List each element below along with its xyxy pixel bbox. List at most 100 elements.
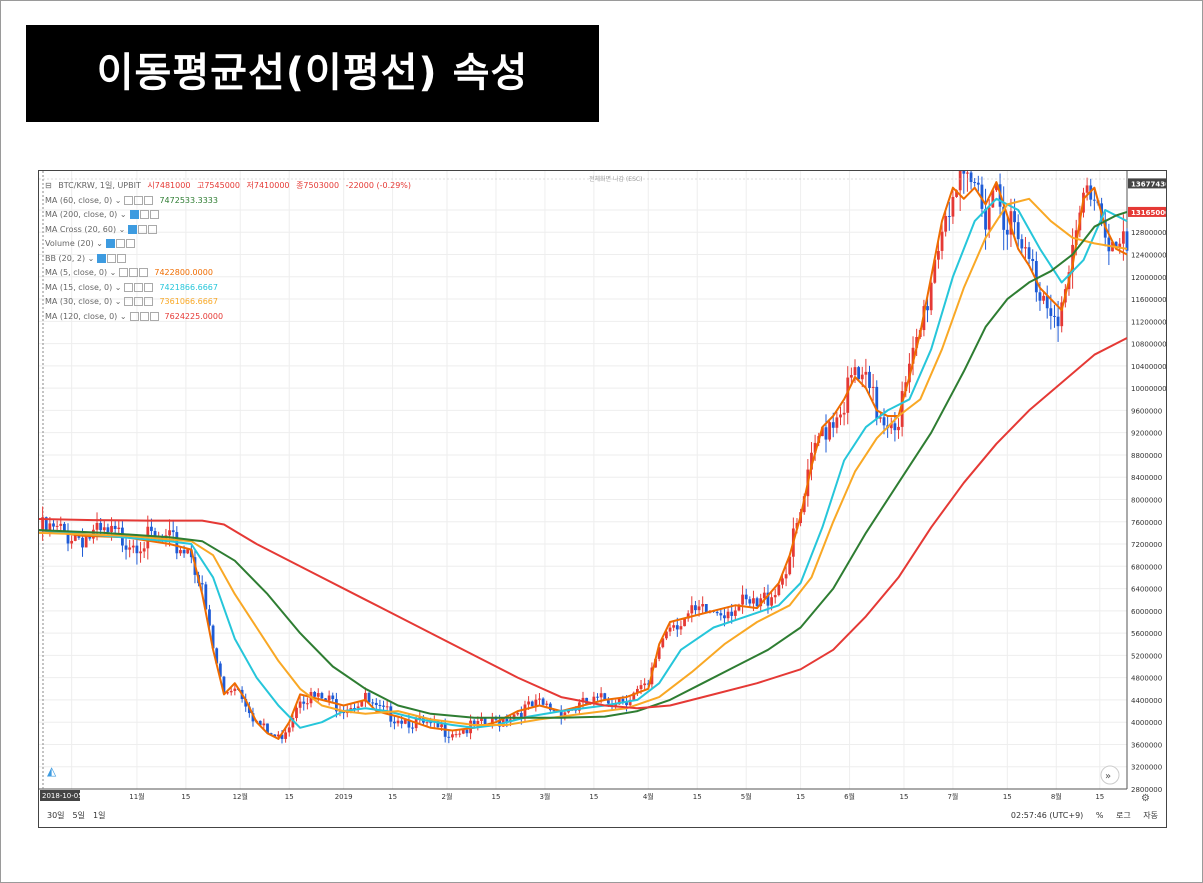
title-banner: 이동평균선(이평선) 속성 — [26, 25, 599, 122]
x-tick-label: 15 — [181, 793, 190, 801]
candle-body — [247, 706, 251, 714]
candle-body — [1031, 258, 1035, 262]
candle-body — [860, 374, 864, 380]
candle-body — [871, 386, 875, 388]
chart-canvas[interactable]: 2800000 3200000 3600000 4000000 4400000 48000… — [39, 171, 1166, 804]
legend-row[interactable]: MA (15, close, 0) ⌄ 7421866.6667 — [45, 281, 415, 296]
gear-icon[interactable] — [107, 253, 117, 263]
candle-body — [683, 618, 686, 627]
close-icon[interactable] — [149, 311, 159, 321]
collapse-icon[interactable]: ⊟ — [45, 181, 52, 190]
candle-body — [831, 422, 835, 428]
candle-body — [868, 371, 871, 388]
eye-icon[interactable] — [128, 224, 138, 234]
candle-body — [313, 691, 317, 697]
eye-icon[interactable] — [129, 210, 139, 219]
gear-icon[interactable] — [139, 210, 149, 219]
ohlc-open: 시7481000 — [147, 181, 191, 190]
candle-body — [900, 391, 904, 427]
eye-icon[interactable] — [124, 195, 134, 205]
candle-body — [813, 442, 817, 453]
y-tick-label: 3200000 — [1131, 764, 1162, 772]
candle-body — [523, 704, 527, 719]
close-icon[interactable] — [149, 210, 159, 219]
symbol-label[interactable]: BTC/KRW, 1일, UPBIT — [58, 181, 141, 190]
gear-icon[interactable] — [134, 282, 144, 292]
price-tag-bg — [1128, 206, 1166, 217]
legend-row[interactable]: MA (200, close, 0) ⌄ — [45, 208, 415, 223]
candle-body — [269, 733, 273, 735]
y-tick-label: 2800000 — [1131, 786, 1162, 794]
legend-row[interactable]: BB (20, 2) ⌄ — [45, 252, 415, 267]
eye-icon[interactable] — [129, 311, 139, 321]
candle-body — [295, 707, 298, 719]
legend-label: BB (20, 2) ⌄ — [45, 253, 95, 263]
y-tick-label: 12400000 — [1131, 252, 1166, 260]
y-tick-label: 11600000 — [1131, 296, 1166, 304]
series-line-ma-120-close-0- — [39, 337, 1128, 710]
eye-icon[interactable] — [124, 297, 134, 306]
date-badge-bg — [40, 790, 80, 801]
candle-body — [298, 701, 302, 708]
range-button[interactable]: 1일 — [93, 811, 106, 820]
legend-value: 7421866.6667 — [159, 282, 218, 292]
trading-chart[interactable]: 2800000 3200000 3600000 4000000 4400000 48000… — [38, 170, 1167, 828]
candle-body — [331, 695, 335, 700]
candle-body — [933, 259, 937, 283]
candle-body — [581, 697, 585, 703]
candle-body — [530, 701, 534, 707]
candle-body — [1056, 316, 1060, 327]
candle-body — [55, 525, 59, 527]
close-icon[interactable] — [148, 224, 158, 234]
gear-icon[interactable] — [134, 297, 144, 306]
gear-icon[interactable] — [129, 268, 139, 277]
legend-row[interactable]: MA (60, close, 0) ⌄ 7472533.3333 — [45, 194, 415, 209]
close-icon[interactable] — [125, 239, 135, 248]
candle-body — [436, 721, 440, 728]
close-icon[interactable] — [144, 282, 154, 292]
candle-body — [567, 710, 570, 713]
eye-icon[interactable] — [105, 239, 115, 248]
candle-body — [545, 703, 549, 705]
series-line-ma-15-close-0- — [39, 197, 1128, 729]
gear-icon[interactable] — [115, 239, 125, 248]
legend-row[interactable]: MA (5, close, 0) ⌄ 7422800.0000 — [45, 266, 415, 281]
candle-body — [770, 597, 773, 606]
candle-body — [440, 724, 443, 728]
close-icon[interactable] — [117, 253, 127, 263]
auto-toggle[interactable]: 자동 — [1143, 811, 1158, 820]
candle-body — [153, 531, 157, 538]
close-icon[interactable] — [144, 297, 154, 306]
gear-icon[interactable] — [139, 311, 149, 321]
candle-body — [599, 693, 603, 698]
eye-icon[interactable] — [97, 253, 107, 263]
log-toggle[interactable]: 로그 — [1115, 811, 1131, 820]
gear-icon[interactable] — [138, 224, 148, 234]
range-button[interactable]: 30일 — [47, 811, 65, 820]
candle-body — [128, 547, 132, 550]
candle-body — [541, 698, 545, 705]
range-button[interactable]: 5일 — [72, 811, 85, 820]
candle-body — [632, 692, 636, 700]
candle-body — [77, 535, 81, 538]
percent-toggle[interactable]: % — [1095, 811, 1104, 820]
candle-body — [1027, 247, 1031, 259]
gear-icon[interactable] — [134, 195, 144, 205]
legend-row[interactable]: MA Cross (20, 60) ⌄ — [45, 223, 415, 238]
eye-icon[interactable] — [119, 268, 129, 277]
candle-body — [472, 720, 476, 726]
bottom-toolbar: 30일 5일 1일 02:57:46 (UTC+9) % 로그 자동 — [39, 804, 1166, 827]
close-icon[interactable] — [144, 195, 154, 205]
candle-body — [694, 605, 697, 611]
close-icon[interactable] — [139, 268, 149, 277]
legend-row[interactable]: MA (30, close, 0) ⌄ 7361066.6667 — [45, 295, 415, 310]
candle-body — [646, 683, 650, 685]
y-tick-label: 3600000 — [1131, 741, 1162, 749]
candle-body — [59, 523, 63, 526]
date-badge: 2018-10-05 — [42, 792, 83, 800]
eye-icon[interactable] — [124, 282, 134, 292]
legend-row[interactable]: Volume (20) ⌄ — [45, 237, 415, 252]
candle-body — [447, 736, 451, 738]
candle-body — [251, 713, 255, 722]
legend-row[interactable]: MA (120, close, 0) ⌄ 7624225.0000 — [45, 310, 415, 325]
